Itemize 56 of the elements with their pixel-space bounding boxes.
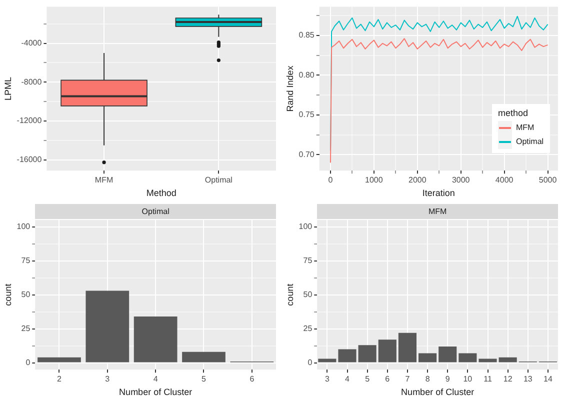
- y-tick-label: 0.85: [298, 30, 315, 40]
- y-tick-label: 25: [21, 324, 31, 334]
- x-axis-title: Number of Cluster: [401, 387, 474, 398]
- y-tick-label: -16000: [16, 155, 42, 164]
- x-tick-label: 4: [345, 374, 350, 384]
- y-tick-label: 0.80: [298, 70, 315, 80]
- x-tick-label: 1000: [365, 176, 384, 185]
- x-tick-label: 9: [445, 374, 450, 384]
- x-tick-label: 6: [250, 374, 255, 384]
- y-tick-label: 100: [16, 222, 31, 232]
- y-tick-label: 0.75: [298, 110, 315, 120]
- x-tick-label: 6: [385, 374, 390, 384]
- y-tick-label: 0: [308, 358, 313, 368]
- legend-label: Optimal: [516, 137, 544, 146]
- x-tick-label: 5: [365, 374, 370, 384]
- x-tick-label: 3: [105, 374, 110, 384]
- y-tick-label: 50: [303, 290, 313, 300]
- x-tick-label: 13: [523, 374, 533, 384]
- x-tick-label: 0: [328, 176, 334, 185]
- x-axis-title: Iteration: [422, 188, 455, 198]
- x-axis-title: Method: [146, 188, 176, 198]
- x-tick-label: 2: [57, 374, 62, 384]
- y-tick-label: 75: [303, 256, 313, 266]
- y-tick-label: 0: [26, 358, 31, 368]
- x-tick-label: 3000: [452, 176, 470, 185]
- y-axis-title: count: [284, 283, 295, 306]
- x-tick-label: 5: [202, 374, 207, 384]
- y-tick-label: -8000: [21, 77, 42, 86]
- x-tick-label: 14: [544, 374, 553, 384]
- y-tick-label: 100: [298, 222, 313, 232]
- x-tick-label: 3: [324, 374, 330, 384]
- legend-title: method: [498, 108, 530, 118]
- y-axis-title: count: [2, 283, 13, 306]
- x-tick-label: 4: [153, 374, 158, 384]
- y-tick-label: -12000: [16, 116, 42, 126]
- y-axis-title: Rand Index: [284, 65, 295, 112]
- legend-label: MFM: [516, 123, 534, 132]
- x-tick-label: 4000: [495, 176, 514, 185]
- x-tick-label: 8: [425, 374, 430, 384]
- y-axis-title: LPML: [2, 76, 13, 100]
- x-tick-label: 11: [484, 374, 492, 384]
- x-tick-label: 7: [405, 374, 410, 384]
- y-tick-label: 75: [21, 256, 31, 266]
- chart-title: Optimal: [35, 204, 276, 219]
- y-tick-label: 25: [303, 324, 313, 334]
- chart-title: MFM: [317, 204, 558, 219]
- x-tick-label: MFM: [94, 176, 114, 185]
- x-tick-label: Optimal: [204, 176, 233, 185]
- x-axis-title: Number of Cluster: [119, 387, 192, 398]
- y-tick-label: -4000: [21, 38, 42, 48]
- x-tick-label: 12: [503, 374, 513, 384]
- y-tick-label: 50: [21, 290, 31, 300]
- y-tick-label: 0.70: [298, 150, 315, 159]
- x-tick-label: 5000: [538, 176, 558, 185]
- x-tick-label: 10: [463, 374, 473, 384]
- x-tick-label: 2000: [408, 176, 427, 185]
